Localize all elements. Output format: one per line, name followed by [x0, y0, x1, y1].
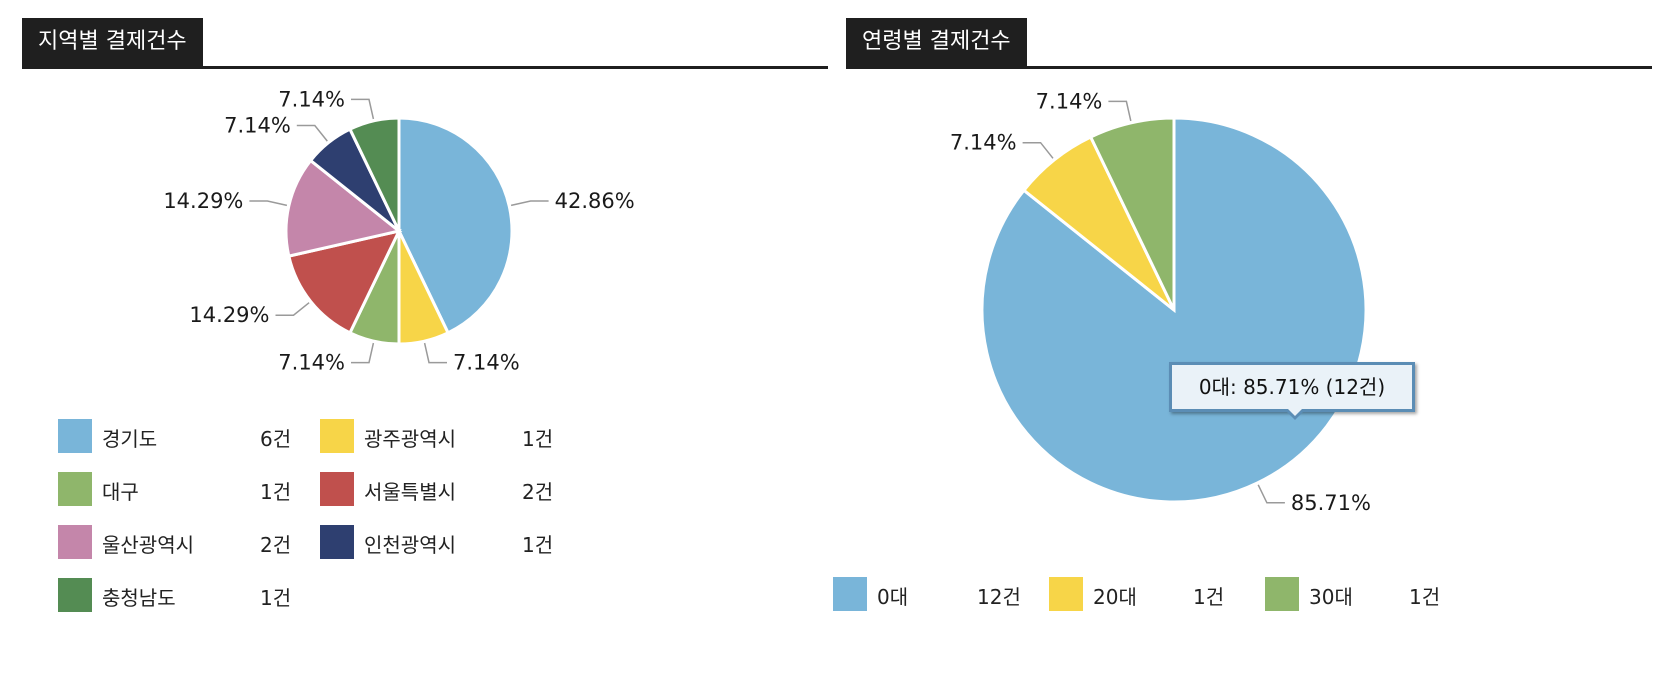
pie0-percent-label-1: 7.14% [453, 351, 520, 375]
age-chart-panel: 연령별 결제건수 [846, 18, 1652, 69]
legend-swatch [58, 419, 92, 453]
pie1-leader-0 [1257, 484, 1285, 504]
legend-item[interactable]: 20대 1건 [1049, 577, 1265, 613]
legend-label: 0대 [877, 585, 909, 609]
legend-swatch [1265, 577, 1299, 611]
age-chart-tooltip: 0대: 85.71% (12건) [1169, 362, 1415, 412]
legend-item[interactable]: 경기도 6건 [58, 419, 320, 455]
pie0-slice-0 [397, 116, 514, 335]
pie1-percent-label-0: 85.71% [1291, 491, 1371, 515]
legend-label: 인천광역시 [364, 533, 456, 557]
pie0-leader-4 [249, 200, 288, 207]
age-chart-title: 연령별 결제건수 [846, 18, 1027, 66]
legend-item[interactable]: 충청남도 1건 [58, 578, 320, 614]
legend-label: 경기도 [102, 427, 158, 451]
legend-item[interactable]: 30대 1건 [1265, 577, 1481, 613]
pie0-leader-2 [351, 342, 375, 364]
legend-label: 20대 [1093, 585, 1137, 609]
pie1-slice-2 [1088, 116, 1176, 311]
pie1-percent-label-2: 7.14% [1036, 89, 1103, 113]
region-chart-panel: 지역별 결제건수 [22, 18, 828, 69]
legend-item[interactable]: 인천광역시 1건 [320, 525, 582, 561]
legend-swatch [320, 525, 354, 559]
legend-item[interactable]: 0대 12건 [833, 577, 1049, 613]
legend-swatch [320, 419, 354, 453]
legend-count: 1건 [1409, 585, 1441, 609]
legend-item[interactable]: 대구 1건 [58, 472, 320, 508]
legend-swatch [320, 472, 354, 506]
pie0-leader-3 [275, 302, 310, 316]
legend-swatch [58, 578, 92, 612]
legend-count: 12건 [977, 585, 1021, 609]
legend-count: 1건 [1193, 585, 1225, 609]
legend-swatch [58, 525, 92, 559]
tooltip-pointer-inner [1287, 408, 1303, 416]
pie0-slice-4 [284, 158, 403, 258]
pie1-leader-1 [1022, 141, 1054, 159]
pie1-leader-2 [1108, 100, 1132, 122]
legend-item[interactable]: 서울특별시 2건 [320, 472, 582, 508]
legend-count: 6건 [260, 427, 292, 451]
legend-label: 30대 [1309, 585, 1353, 609]
legend-item[interactable]: 광주광역시 1건 [320, 419, 582, 455]
pie0-percent-label-0: 42.86% [555, 189, 635, 213]
pie0-percent-label-6: 7.14% [278, 87, 345, 111]
pie0-percent-label-5: 7.14% [224, 114, 291, 138]
pie0-percent-label-4: 14.29% [163, 189, 243, 213]
legend-item[interactable]: 울산광역시 2건 [58, 525, 320, 561]
legend-count: 1건 [260, 586, 292, 610]
legend-label: 울산광역시 [102, 533, 194, 557]
legend-swatch [58, 472, 92, 506]
pie0-percent-label-2: 7.14% [278, 351, 345, 375]
pie0-slice-3 [287, 228, 402, 335]
pie0-slice-6 [347, 116, 401, 232]
pie0-leader-1 [423, 342, 447, 364]
region-chart-header: 지역별 결제건수 [22, 18, 828, 69]
pie0-leader-6 [351, 98, 375, 120]
legend-count: 2건 [260, 533, 292, 557]
pie0-leader-0 [510, 200, 549, 207]
legend-label: 대구 [102, 480, 139, 504]
legend-count: 1건 [260, 480, 292, 504]
legend-count: 2건 [522, 480, 554, 504]
legend-swatch [833, 577, 867, 611]
pie0-percent-label-3: 14.29% [189, 303, 269, 327]
legend-swatch [1049, 577, 1083, 611]
age-chart-header: 연령별 결제건수 [846, 18, 1652, 69]
pie0-leader-5 [296, 124, 328, 142]
legend-label: 서울특별시 [364, 480, 456, 504]
legend-count: 1건 [522, 427, 554, 451]
legend-count: 1건 [522, 533, 554, 557]
legend-label: 충청남도 [102, 586, 176, 610]
legend-label: 광주광역시 [364, 427, 456, 451]
region-chart-title: 지역별 결제건수 [22, 18, 203, 66]
pie1-percent-label-1: 7.14% [950, 131, 1017, 155]
